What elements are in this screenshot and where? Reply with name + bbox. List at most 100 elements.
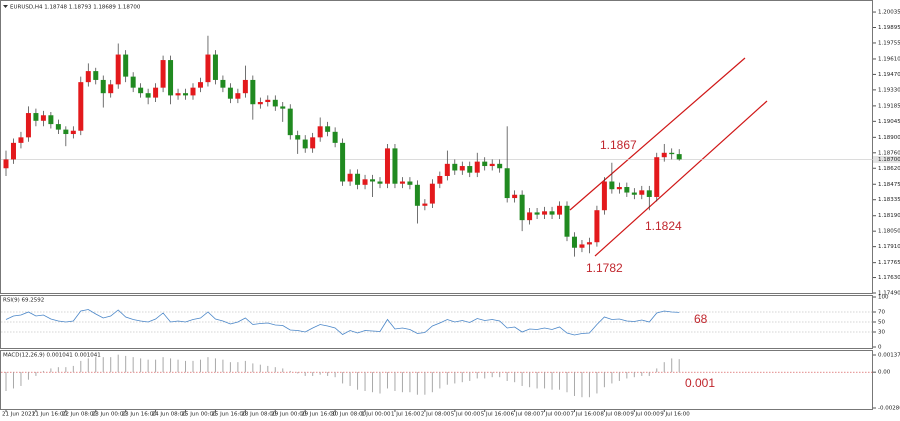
x-tick-label: 21 Jun 2021 bbox=[2, 412, 35, 418]
candle-body bbox=[601, 181, 607, 211]
candle-body bbox=[407, 181, 413, 185]
candle-body bbox=[183, 93, 189, 96]
candle-body bbox=[18, 137, 24, 143]
y-tick-label: 0.001372 bbox=[878, 353, 900, 359]
y-tick-label: 50 bbox=[878, 320, 885, 326]
macd-panel bbox=[0, 350, 873, 410]
y-tick-label: 1.18190 bbox=[878, 213, 900, 219]
candle-body bbox=[377, 181, 383, 184]
candle-body bbox=[227, 87, 233, 99]
rsi-line bbox=[5, 309, 680, 336]
candle-body bbox=[280, 106, 286, 109]
candle-body bbox=[384, 148, 390, 184]
y-tick-label: 1.19185 bbox=[878, 103, 900, 109]
y-tick-label: 1.17765 bbox=[878, 260, 900, 266]
annotation: 1.1867 bbox=[600, 138, 637, 152]
candle-body bbox=[138, 87, 144, 94]
candle-body bbox=[661, 152, 667, 158]
candle-body bbox=[100, 79, 106, 94]
annotation: 68 bbox=[694, 312, 708, 326]
candle-body bbox=[175, 93, 181, 96]
candle-body bbox=[414, 184, 420, 206]
candle-body bbox=[197, 82, 203, 88]
candle-body bbox=[444, 163, 450, 176]
candle-body bbox=[310, 137, 316, 149]
x-tick-label: 25 Jun 16:00 bbox=[211, 412, 246, 418]
candle-body bbox=[287, 108, 293, 136]
candle-body bbox=[145, 93, 151, 98]
candle-body bbox=[564, 205, 570, 237]
last-price-label: 1.18700 bbox=[878, 157, 900, 163]
candle-body bbox=[429, 183, 435, 204]
candle-body bbox=[489, 163, 495, 167]
candle-body bbox=[579, 244, 585, 248]
y-tick-label: 1.18050 bbox=[878, 229, 900, 235]
x-tick-label: 5 Jul 16:00 bbox=[481, 412, 511, 418]
candle-body bbox=[123, 54, 129, 77]
x-tick-label: 23 Jun 16:00 bbox=[122, 412, 157, 418]
x-tick-label: 9 Jul 00:00 bbox=[630, 412, 660, 418]
y-tick-label: 1.20035 bbox=[878, 10, 900, 16]
candle-body bbox=[220, 79, 226, 88]
candle-body bbox=[10, 142, 16, 160]
x-tick-label: 6 Jul 08:00 bbox=[511, 412, 541, 418]
y-tick-label: -0.002861 bbox=[878, 406, 900, 412]
candle-body bbox=[594, 210, 600, 243]
candle-body bbox=[519, 194, 525, 221]
annotation: 1.1824 bbox=[645, 219, 682, 233]
candle-body bbox=[355, 173, 361, 185]
y-tick-label: 1.19895 bbox=[878, 25, 900, 31]
y-tick-label: 1.17910 bbox=[878, 244, 900, 250]
candle-body bbox=[130, 76, 136, 88]
candle-body bbox=[467, 166, 473, 173]
candle-body bbox=[325, 126, 331, 132]
y-tick-label: 1.17490 bbox=[878, 291, 900, 297]
price-title: EURUSD,H4 1.18748 1.18793 1.18689 1.1870… bbox=[10, 5, 141, 11]
x-tick-label: 21 Jun 16:00 bbox=[32, 412, 67, 418]
candle-body bbox=[55, 124, 61, 130]
candle-body bbox=[85, 71, 91, 83]
candle-body bbox=[40, 115, 46, 121]
x-tick-label: 9 Jul 16:00 bbox=[660, 412, 690, 418]
y-tick-label: 1.18475 bbox=[878, 182, 900, 188]
candle-body bbox=[190, 87, 196, 96]
y-tick-label: 100 bbox=[878, 295, 889, 301]
candle-body bbox=[616, 187, 622, 190]
candle-body bbox=[399, 181, 405, 184]
candle-body bbox=[534, 212, 540, 215]
candle-body bbox=[257, 102, 263, 105]
last-price-box bbox=[873, 155, 900, 163]
candle-body bbox=[624, 187, 630, 193]
candle-body bbox=[168, 60, 174, 96]
candle-body bbox=[272, 99, 278, 107]
candle-body bbox=[48, 115, 54, 125]
candle-body bbox=[571, 236, 577, 248]
x-tick-label: 24 Jun 08:00 bbox=[152, 412, 187, 418]
candle-body bbox=[302, 139, 308, 149]
y-tick-label: 70 bbox=[878, 310, 885, 316]
candle-body bbox=[153, 87, 159, 98]
candle-body bbox=[504, 168, 510, 199]
candle-body bbox=[235, 93, 241, 99]
x-tick-label: 5 Jul 00:00 bbox=[451, 412, 481, 418]
y-tick-label: 1.18900 bbox=[878, 135, 900, 141]
x-tick-label: 7 Jul 00:00 bbox=[541, 412, 571, 418]
x-tick-label: 1 Jul 16:00 bbox=[391, 412, 421, 418]
candle-body bbox=[512, 194, 518, 199]
x-tick-label: 29 Jun 16:00 bbox=[301, 412, 336, 418]
candle-body bbox=[265, 99, 271, 103]
macd-title: MACD(12,26,9) 0.001041 0.001041 bbox=[3, 353, 101, 359]
candle-body bbox=[212, 54, 218, 80]
y-tick-label: 0 bbox=[878, 345, 882, 351]
candle-body bbox=[631, 192, 637, 195]
candle-body bbox=[669, 152, 675, 155]
x-tick-label: 28 Jun 08:00 bbox=[241, 412, 276, 418]
y-tick-label: 1.19755 bbox=[878, 40, 900, 46]
candle-body bbox=[3, 159, 9, 169]
x-tick-label: 22 Jun 08:00 bbox=[62, 412, 97, 418]
candle-body bbox=[549, 211, 555, 215]
y-tick-label: 1.18760 bbox=[878, 150, 900, 156]
candle-body bbox=[108, 84, 114, 94]
x-tick-label: 8 Jul 08:00 bbox=[600, 412, 630, 418]
